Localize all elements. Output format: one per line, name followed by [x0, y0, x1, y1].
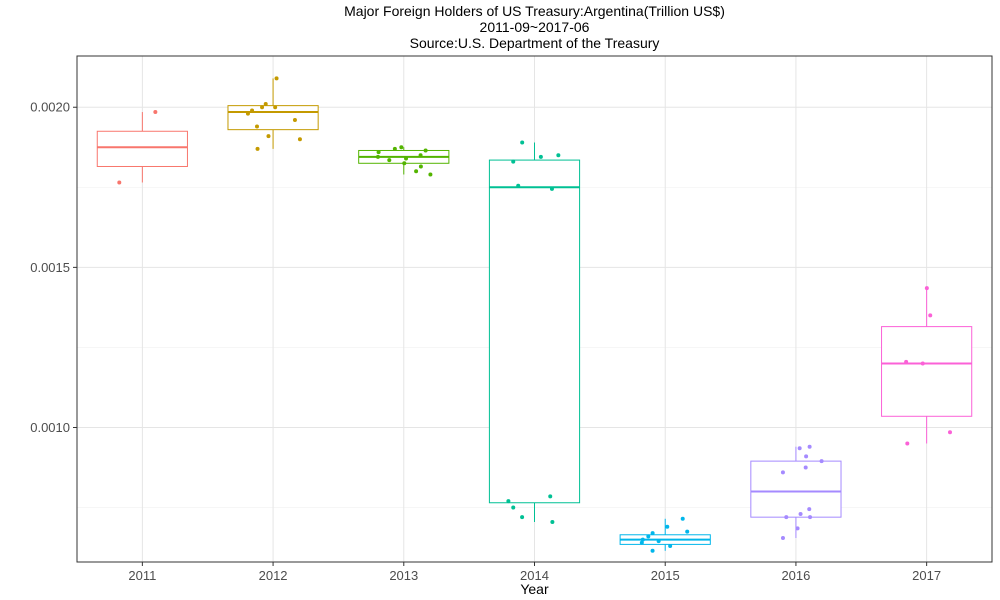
data-point-2017: [905, 441, 910, 446]
chart-source: Source:U.S. Department of the Treasury: [409, 35, 660, 51]
x-tick-label: 2015: [651, 568, 680, 583]
data-point-2017: [928, 313, 933, 318]
data-point-2015: [685, 529, 690, 534]
data-point-2013: [404, 156, 409, 161]
data-point-2015: [650, 531, 655, 536]
box-iqr-2011: [96, 130, 188, 167]
data-point-2012: [263, 102, 268, 107]
x-tick-label: 2017: [912, 568, 941, 583]
data-point-2013: [375, 154, 380, 159]
data-point-2016: [808, 515, 813, 520]
data-point-2013: [414, 169, 419, 174]
data-point-2015: [639, 540, 644, 545]
data-point-2012: [245, 111, 250, 116]
data-point-2016: [795, 526, 800, 531]
data-point-2012: [255, 146, 260, 151]
data-point-2013: [418, 153, 423, 158]
data-point-2016: [780, 535, 785, 540]
data-point-2014: [549, 186, 554, 191]
data-point-2015: [665, 524, 670, 529]
box-layer: [96, 78, 973, 551]
y-tick-label: 0.0020: [30, 100, 70, 115]
data-point-2017: [947, 430, 952, 435]
data-point-2012: [273, 105, 278, 110]
data-point-2012: [274, 76, 279, 81]
data-point-2017: [904, 359, 909, 364]
data-point-2014: [548, 494, 553, 499]
data-point-2016: [804, 454, 809, 459]
x-tick-label: 2016: [781, 568, 810, 583]
data-point-2016: [797, 446, 802, 451]
data-point-2013: [387, 158, 392, 163]
x-tick-label: 2014: [520, 568, 549, 583]
data-point-2014: [538, 154, 543, 159]
data-point-2016: [780, 470, 785, 475]
data-point-2014: [506, 499, 511, 504]
data-point-2017: [924, 286, 929, 291]
data-point-2013: [392, 146, 397, 151]
data-point-2014: [520, 140, 525, 145]
box-iqr-2016: [750, 460, 842, 518]
box-iqr-2012: [227, 105, 319, 131]
x-axis-title: Year: [520, 581, 549, 597]
data-point-2012: [260, 105, 265, 110]
data-point-2013: [402, 161, 407, 166]
y-tick-label: 0.0010: [30, 420, 70, 435]
x-tick-label: 2013: [389, 568, 418, 583]
data-point-2011: [117, 180, 122, 185]
data-point-2013: [399, 145, 404, 150]
chart-title: Major Foreign Holders of US Treasury:Arg…: [344, 3, 725, 19]
data-point-2013: [418, 164, 423, 169]
box-iqr-2014: [488, 159, 581, 504]
x-tick-label: 2012: [259, 568, 288, 583]
data-point-2015: [668, 543, 673, 548]
data-point-2015: [680, 516, 685, 521]
data-point-2015: [650, 548, 655, 553]
data-point-2012: [297, 137, 302, 142]
data-point-2016: [784, 515, 789, 520]
data-point-2012: [254, 124, 259, 129]
data-point-2013: [423, 148, 428, 153]
data-point-2012: [266, 134, 271, 139]
data-point-2017: [920, 361, 925, 366]
data-point-2016: [803, 465, 808, 470]
data-point-2015: [656, 539, 661, 544]
data-point-2011: [153, 110, 158, 115]
data-point-2014: [550, 519, 555, 524]
data-point-2015: [640, 537, 645, 542]
data-point-2012: [292, 118, 297, 123]
data-point-2013: [376, 150, 381, 155]
x-tick-label: 2011: [128, 568, 156, 583]
chart-title-block: Major Foreign Holders of US Treasury:Arg…: [77, 3, 992, 51]
data-point-2016: [798, 511, 803, 516]
box-iqr-2017: [881, 326, 973, 417]
data-point-2016: [807, 444, 812, 449]
data-point-2016: [819, 459, 824, 464]
point-layer: [117, 76, 952, 553]
chart-subtitle: 2011-09~2017-06: [479, 19, 590, 35]
data-point-2014: [511, 159, 516, 164]
y-tick-label: 0.0015: [30, 260, 70, 275]
axis-layer: 0.0010 0.0015 0.0020 2011 2012 2013 2014 2015 20…: [30, 100, 941, 583]
data-point-2014: [520, 515, 525, 520]
data-point-2012: [250, 108, 255, 113]
data-point-2014: [511, 505, 516, 510]
data-point-2016: [807, 507, 812, 512]
data-point-2014: [516, 183, 521, 188]
data-point-2014: [556, 153, 561, 158]
data-point-2015: [646, 534, 651, 539]
data-point-2013: [428, 172, 433, 177]
